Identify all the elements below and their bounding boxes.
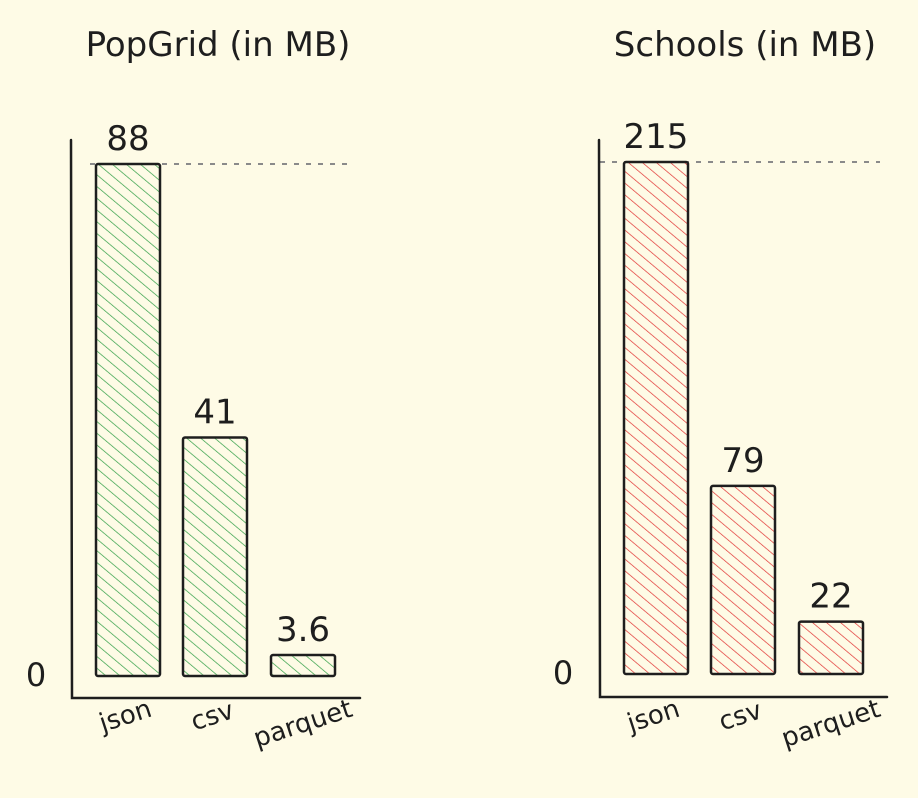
category-tick-label: json xyxy=(623,694,684,739)
zero-tick-label: 0 xyxy=(26,656,46,694)
bar-csv xyxy=(181,436,249,678)
bar-json xyxy=(622,160,690,676)
bar-value-label: 215 xyxy=(624,117,689,157)
bar-csv xyxy=(709,484,777,676)
zero-tick-label: 0 xyxy=(553,654,573,692)
bar-parquet xyxy=(797,620,865,676)
bar-value-label: 41 xyxy=(193,392,236,432)
bar-value-label: 79 xyxy=(721,441,764,481)
bar-value-label: 3.6 xyxy=(276,610,330,650)
chart-schools: Schools (in MB) 0 215 json 79 csv 22 parquet xyxy=(553,25,889,754)
bar-value-label: 22 xyxy=(809,577,852,617)
chart-axes xyxy=(69,138,362,700)
category-tick-label: parquet xyxy=(250,694,356,754)
chart-popgrid: PopGrid (in MB) 0 88 json 41 csv 3.6 parquet xyxy=(26,25,362,754)
category-tick-label: csv xyxy=(715,695,765,737)
chart-title: Schools (in MB) xyxy=(614,25,876,65)
bar-series: 88 json 41 csv 3.6 parquet xyxy=(95,119,356,754)
category-tick-label: parquet xyxy=(778,694,884,754)
bar-json xyxy=(94,162,162,678)
chart-axes xyxy=(597,138,889,699)
category-tick-label: csv xyxy=(187,695,237,737)
category-tick-label: json xyxy=(95,694,156,739)
chart-title: PopGrid (in MB) xyxy=(86,25,351,65)
bar-parquet xyxy=(269,653,337,678)
bar-value-label: 88 xyxy=(106,119,149,159)
bar-series: 215 json 79 csv 22 parquet xyxy=(623,117,884,754)
